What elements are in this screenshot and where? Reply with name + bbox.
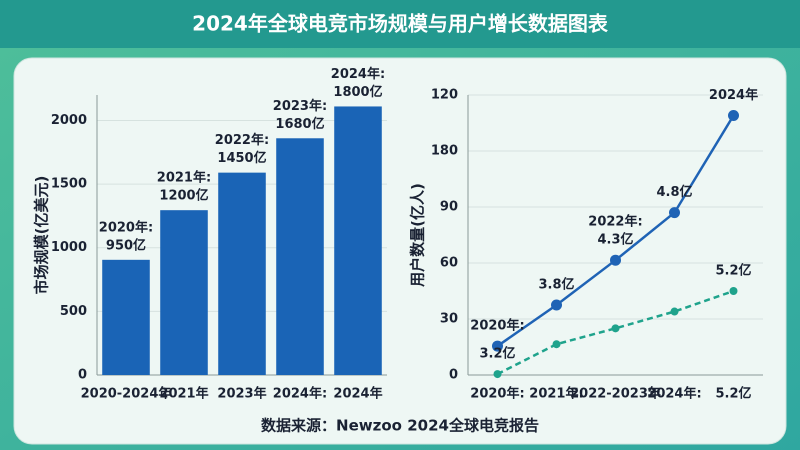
y-tick-label: 0	[449, 368, 458, 383]
x-tick-label: 2023年	[217, 386, 266, 402]
annotation: 2024年	[709, 87, 758, 103]
y-tick-label: 2000	[51, 113, 87, 128]
y-tick-label: 0	[78, 368, 87, 383]
line-chart: 0 30 60 90 180 120 用户数量(亿人) 2020年: 2021年:2022-20…	[409, 87, 763, 402]
annotation: 3.8亿	[538, 277, 574, 293]
annotation: 2020年:	[470, 318, 524, 334]
x-tick-label: 2021年	[159, 386, 208, 402]
point	[670, 307, 679, 316]
annotation: 2023年:	[273, 98, 327, 114]
annotation: 5.2亿	[715, 263, 751, 279]
annotation: 2020年:	[99, 219, 153, 235]
x-tick-label: 2022-2023年	[570, 386, 661, 402]
annotation: 2022年:	[215, 132, 269, 148]
annotation: 1200亿	[159, 188, 208, 204]
y-tick-label: 120	[431, 88, 458, 103]
bar	[160, 210, 208, 375]
annotation: 2021年:	[157, 170, 211, 186]
bar	[102, 259, 150, 375]
point	[552, 340, 561, 349]
y-tick-label: 1500	[51, 177, 87, 192]
y-tick-label: 500	[60, 304, 87, 319]
y-axis-label: 市场规模(亿美元)	[33, 176, 51, 295]
annotation: 1680亿	[275, 116, 324, 132]
annotation: 1450亿	[217, 150, 266, 166]
page-title: 2024年全球电竞市场规模与用户增长数据图表	[192, 12, 609, 36]
x-tick-label: 2021年:	[529, 386, 583, 402]
annotation: 4.8亿	[656, 184, 692, 200]
x-tick-label: 2020年:	[470, 386, 524, 402]
point	[610, 254, 621, 266]
bar	[218, 172, 266, 375]
point	[493, 370, 502, 379]
annotation: 950亿	[106, 237, 146, 253]
point	[729, 287, 738, 295]
point	[551, 299, 562, 311]
point	[492, 340, 503, 352]
annotation: 2022年:	[588, 214, 642, 230]
point	[611, 324, 620, 333]
point	[669, 207, 680, 219]
y-tick-label: 1000	[51, 240, 87, 255]
y-axis-label: 用户数量(亿人)	[409, 183, 427, 287]
x-tick-label: 2020-2024年	[81, 386, 172, 402]
annotation: 4.3亿	[597, 232, 633, 248]
title-band	[0, 0, 800, 48]
y-tick-label: 90	[440, 200, 458, 215]
source: 数据来源：Newzoo 2024全球电竞报告	[261, 417, 539, 435]
bar	[276, 138, 324, 375]
y-tick-label: 180	[431, 144, 458, 159]
y-tick-label: 30	[440, 312, 458, 327]
x-tick-label: 2024年:	[647, 386, 701, 402]
annotation: 1800亿	[333, 84, 382, 100]
line	[496, 289, 734, 376]
y-tick-label: 60	[440, 256, 458, 271]
annotation: 3.2亿	[479, 346, 515, 362]
x-tick-label: 2024年:	[273, 386, 327, 402]
bar-chart: 0500100015002000市场规模(亿美元)2020-2024年2021年…	[33, 66, 387, 402]
bar	[334, 106, 382, 376]
x-tick-label: 5.2亿	[715, 386, 751, 402]
x-tick-label: 2024年	[333, 386, 382, 402]
annotation: 2024年:	[331, 66, 385, 82]
point	[728, 110, 739, 122]
